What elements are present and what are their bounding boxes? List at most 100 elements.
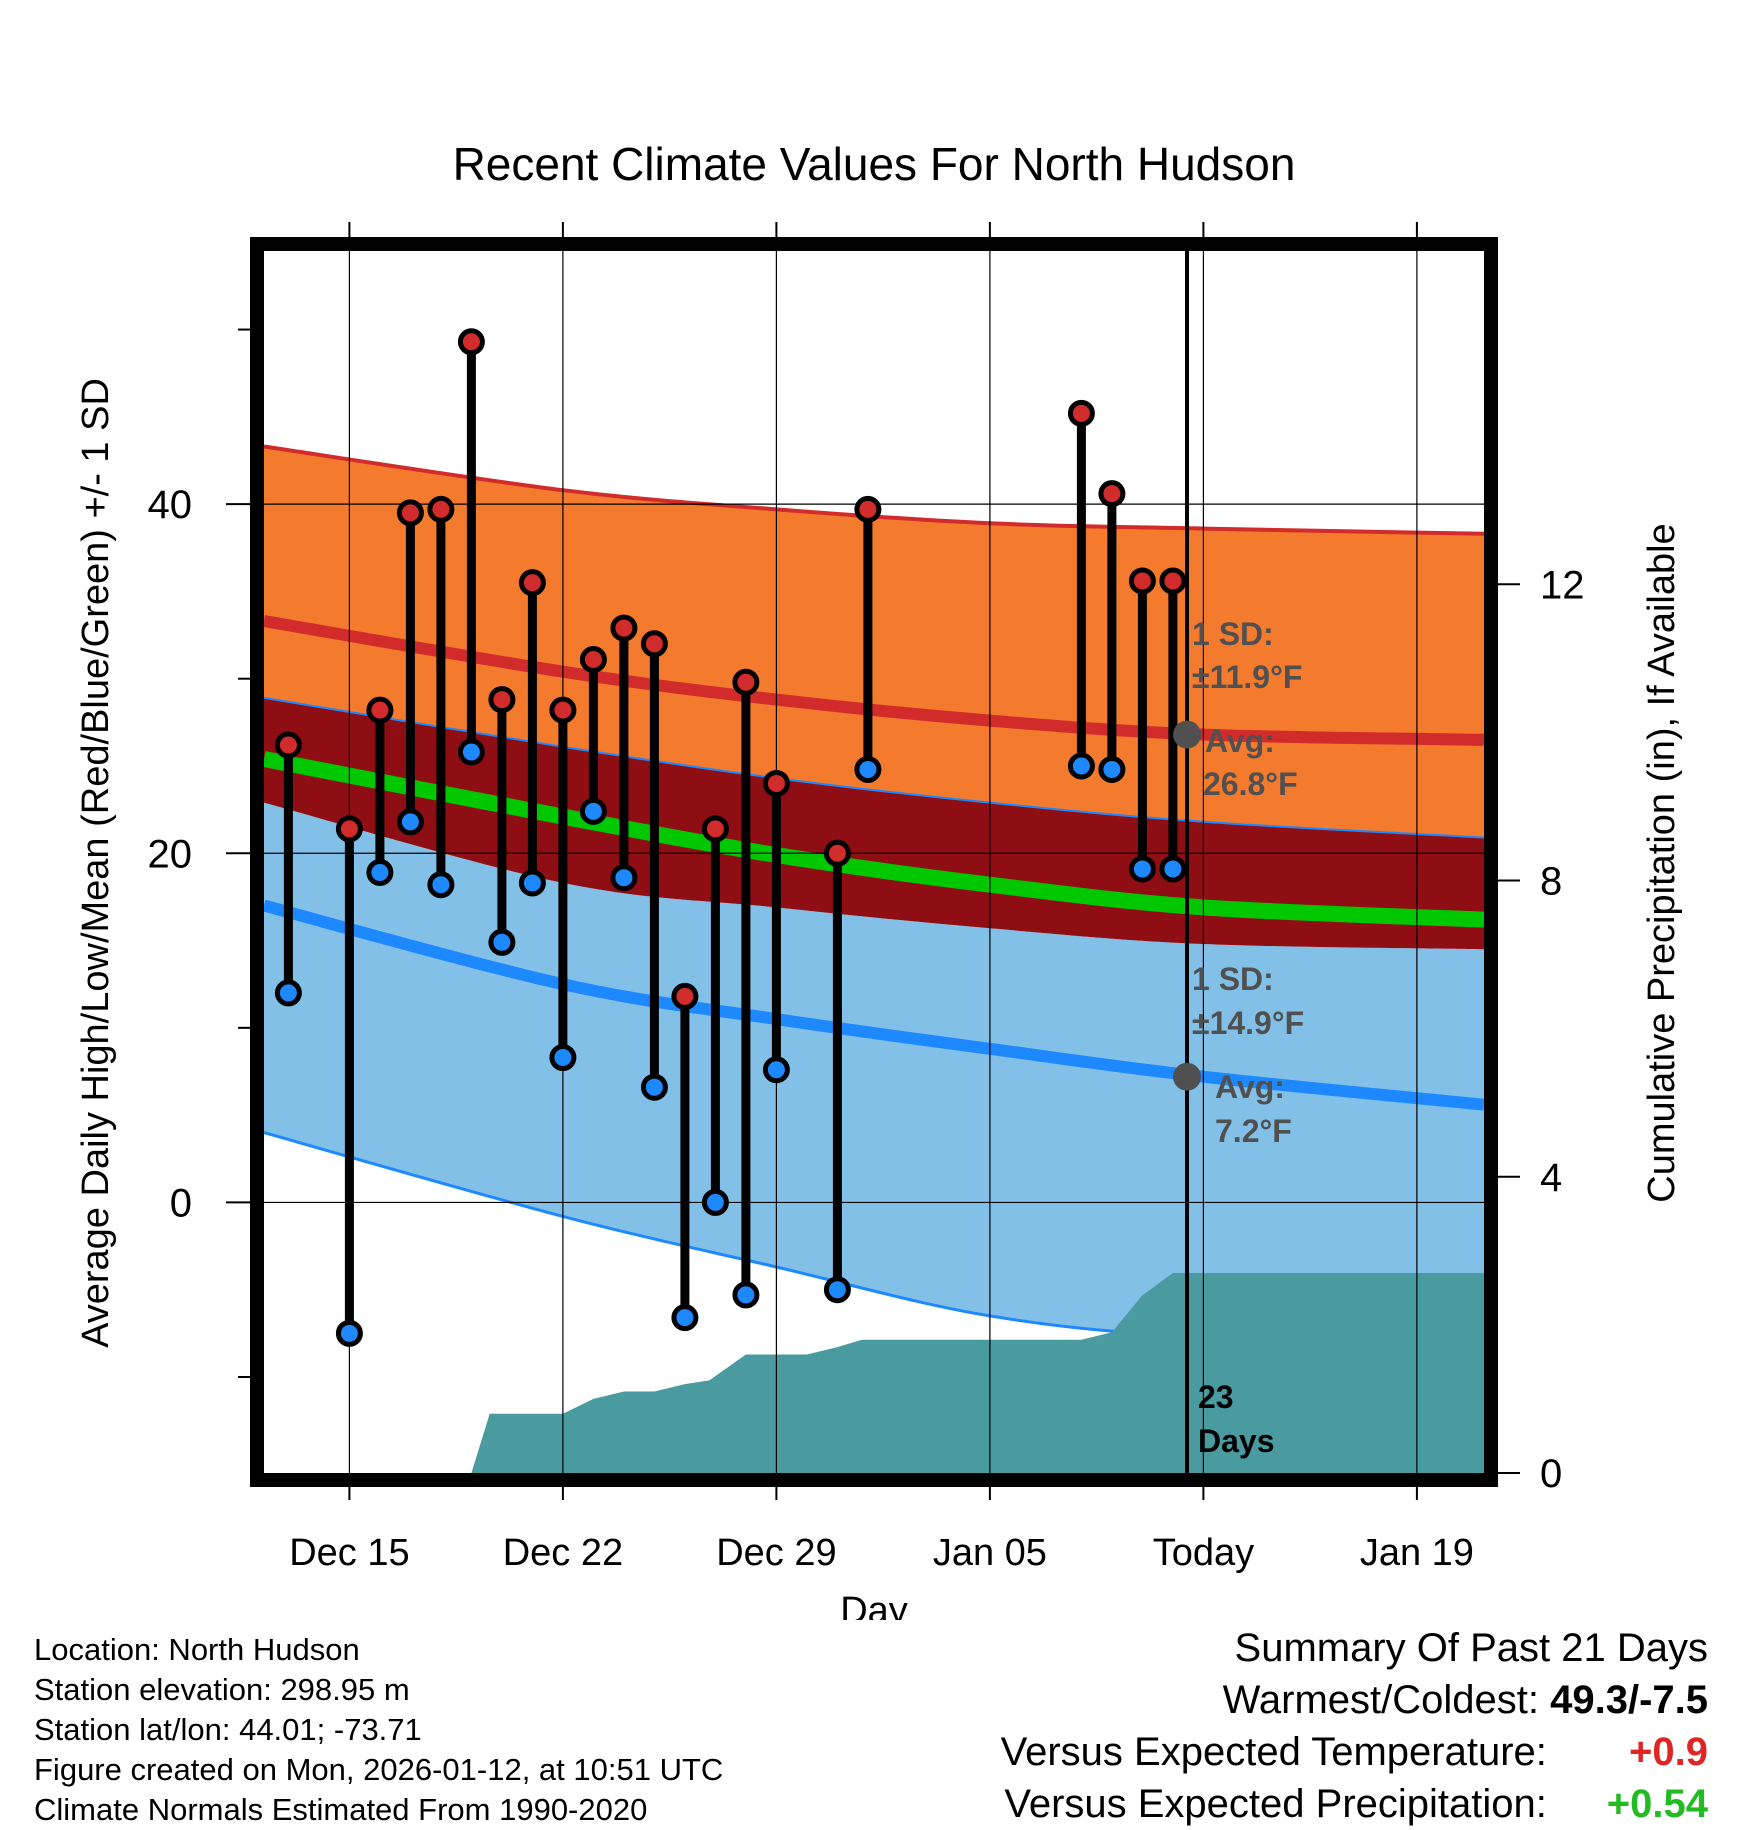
y2-axis-label: Cumulative Precipitation (in), If Availa…	[1641, 523, 1683, 1202]
high-temp-point	[701, 815, 729, 843]
low-temp-point	[366, 858, 394, 886]
high-temp-point	[762, 769, 790, 797]
low-sd-band	[264, 802, 1484, 1339]
temperature-departure-label: Versus Expected Temperature:	[1000, 1730, 1547, 1774]
temperature-departure-value: +0.9	[1629, 1730, 1708, 1774]
high-temp-point	[579, 645, 607, 673]
x-axis-label: Day	[840, 1590, 908, 1620]
high-temp-point	[549, 696, 577, 724]
low-temp-point	[549, 1044, 577, 1072]
low-sd-value: ±14.9°F	[1192, 1005, 1304, 1041]
precipitation-departure-row: Versus Expected Precipitation: +0.54	[1001, 1778, 1708, 1830]
low-temp-point	[1067, 752, 1095, 780]
created-text: Figure created on Mon, 2026-01-12, at 10…	[34, 1752, 724, 1787]
normal-low-line	[264, 899, 1484, 1111]
latlon-text: Station lat/lon: 44.01; -73.71	[34, 1712, 422, 1747]
normal-mean-line	[264, 751, 1484, 928]
high-temp-point	[396, 499, 424, 527]
high-temp-point	[640, 630, 668, 658]
precipitation-layer	[447, 1273, 1484, 1473]
low-temp-point	[335, 1319, 363, 1347]
high-temp-point	[1128, 567, 1156, 595]
high-temp-point	[1098, 480, 1126, 508]
high-temp-point	[671, 982, 699, 1010]
low-temp-point	[427, 871, 455, 899]
x-tick-label: Today	[1153, 1532, 1254, 1574]
low-temp-point	[640, 1073, 668, 1101]
chart-title: Recent Climate Values For North Hudson	[453, 138, 1296, 190]
y-tick-label: 0	[170, 1181, 192, 1225]
summary-title: Summary Of Past 21 Days	[1234, 1626, 1708, 1670]
low-average-marker	[1173, 1062, 1201, 1091]
location-text: Location: North Hudson	[34, 1632, 360, 1667]
high-temp-point	[488, 686, 516, 714]
normals-text: Climate Normals Estimated From 1990-2020	[34, 1792, 648, 1827]
low-temp-point	[823, 1276, 851, 1304]
y2-tick-label: 4	[1540, 1156, 1562, 1200]
high-temp-point	[427, 495, 455, 523]
precipitation-departure-value: +0.54	[1606, 1782, 1708, 1826]
plot-frame	[250, 237, 1498, 1487]
summary-panel: Summary Of Past 21 Days Warmest/Coldest:…	[1001, 1622, 1708, 1830]
low-temp-point	[1159, 855, 1187, 883]
y-axis-label: Average Daily High/Low/Mean (Red/Blue/Gr…	[75, 378, 117, 1348]
mean-sd-band	[264, 697, 1484, 950]
high-temp-point	[823, 839, 851, 867]
y2-tick-label: 12	[1540, 563, 1585, 607]
y2-tick-label: 0	[1540, 1452, 1562, 1496]
high-average-marker	[1173, 720, 1201, 749]
low-temp-point	[274, 979, 302, 1007]
mean-upper-sd-line	[264, 696, 1484, 839]
x-tick-label: Jan 19	[1360, 1532, 1474, 1574]
y-tick-label: 40	[148, 483, 193, 527]
temperature-departure-row: Versus Expected Temperature: +0.9	[1001, 1726, 1708, 1778]
warmest-coldest-label: Warmest/Coldest:	[1222, 1678, 1539, 1722]
y2-tick-label: 8	[1540, 860, 1562, 904]
warmest-coldest-row: Warmest/Coldest: 49.3/-7.5	[1001, 1674, 1708, 1726]
station-info: Location: North Hudson Station elevation…	[34, 1630, 723, 1830]
observations	[274, 328, 1187, 1347]
low-temp-point	[671, 1304, 699, 1332]
low-temp-point	[1098, 755, 1126, 783]
high-temp-point	[335, 815, 363, 843]
low-temp-point	[732, 1281, 760, 1309]
high-avg-label: Avg:	[1205, 723, 1275, 759]
x-tick-label: Dec 22	[503, 1532, 623, 1574]
low-temp-point	[396, 808, 424, 836]
x-tick-label: Dec 29	[716, 1532, 836, 1574]
high-temp-point	[274, 731, 302, 759]
low-temp-point	[854, 755, 882, 783]
high-avg-value: 26.8°F	[1203, 766, 1298, 802]
annotations: 1 SD: ±11.9°F Avg: 26.8°F 1 SD: ±14.9°F …	[1173, 616, 1304, 1459]
axes: Dec 15 Dec 22 Dec 29 Jan 05 Today Jan 1902040…	[148, 222, 1585, 1574]
low-temp-point	[610, 864, 638, 892]
low-sd-label: 1 SD:	[1192, 961, 1274, 997]
elevation-text: Station elevation: 298.95 m	[34, 1672, 410, 1707]
y-tick-label: 20	[148, 832, 193, 876]
low-temp-point	[518, 869, 546, 897]
high-temp-point	[457, 328, 485, 356]
x-tick-label: Dec 15	[289, 1532, 409, 1574]
days-count: 23	[1198, 1379, 1234, 1415]
normal-bands	[264, 444, 1484, 1340]
precipitation-departure-label: Versus Expected Precipitation:	[1004, 1782, 1547, 1826]
low-temp-point	[1128, 855, 1156, 883]
days-word: Days	[1198, 1423, 1275, 1459]
warmest-coldest-value: 49.3/-7.5	[1550, 1678, 1708, 1722]
low-avg-label: Avg:	[1215, 1069, 1285, 1105]
normal-high-line	[264, 615, 1484, 746]
high-temp-point	[366, 696, 394, 724]
low-temp-point	[457, 738, 485, 766]
low-temp-point	[488, 928, 516, 956]
high-temp-point	[518, 569, 546, 597]
high-temp-point	[854, 495, 882, 523]
x-tick-label: Jan 05	[933, 1532, 1047, 1574]
high-sd-value: ±11.9°F	[1192, 659, 1302, 695]
low-temp-point	[762, 1056, 790, 1084]
low-temp-point	[701, 1188, 729, 1216]
low-avg-value: 7.2°F	[1215, 1113, 1292, 1149]
low-temp-point	[579, 797, 607, 825]
high-temp-point	[1159, 567, 1187, 595]
climate-chart: Recent Climate Values For North Hudson 1…	[75, 138, 1683, 1620]
high-temp-point	[1067, 399, 1095, 427]
